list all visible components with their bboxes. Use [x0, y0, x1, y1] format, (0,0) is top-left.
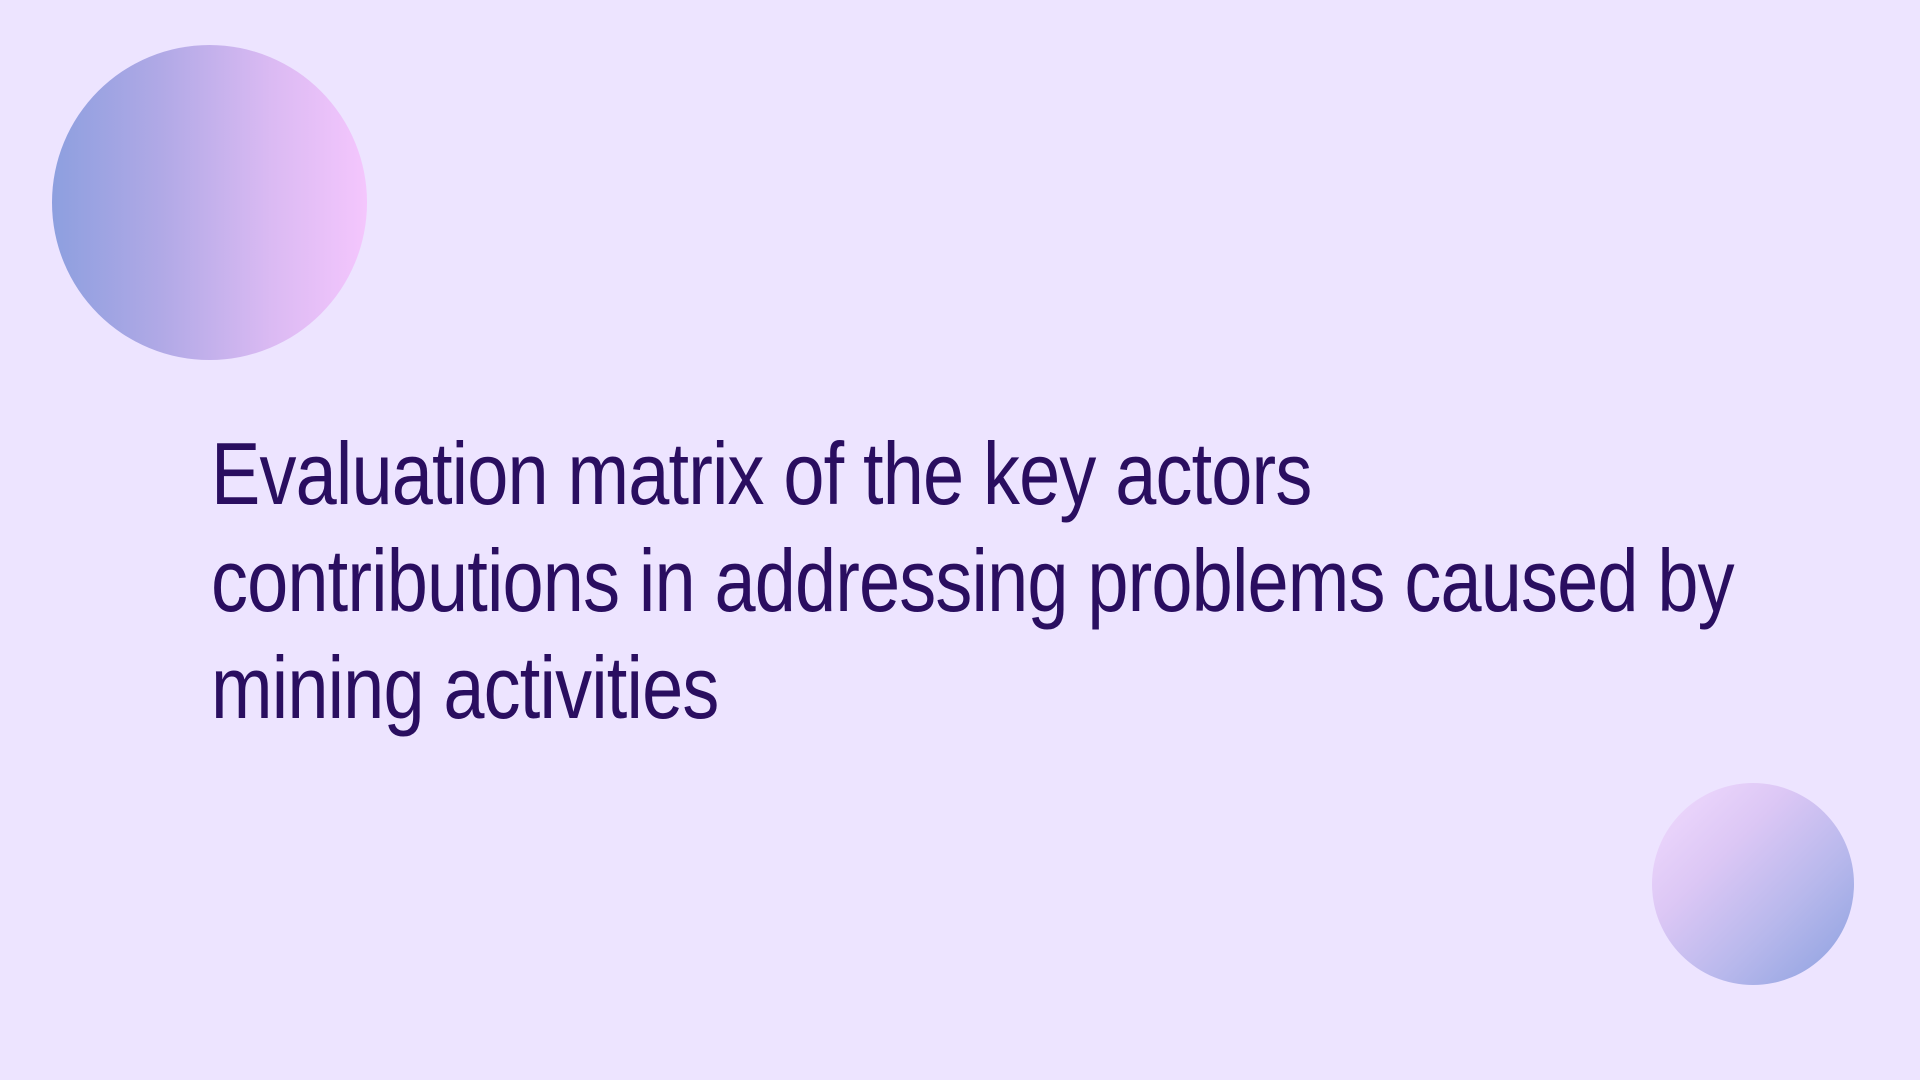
gradient-circle-decoration-small: [1652, 783, 1854, 985]
gradient-circle-decoration-large: [52, 45, 367, 360]
slide-title-line-2: contributions in addressing problems cau…: [211, 531, 1735, 630]
slide-title-line-3: mining activities: [211, 638, 719, 737]
slide-title: Evaluation matrix of the key actors cont…: [211, 420, 1735, 741]
slide-title-line-1: Evaluation matrix of the key actors: [211, 424, 1312, 523]
